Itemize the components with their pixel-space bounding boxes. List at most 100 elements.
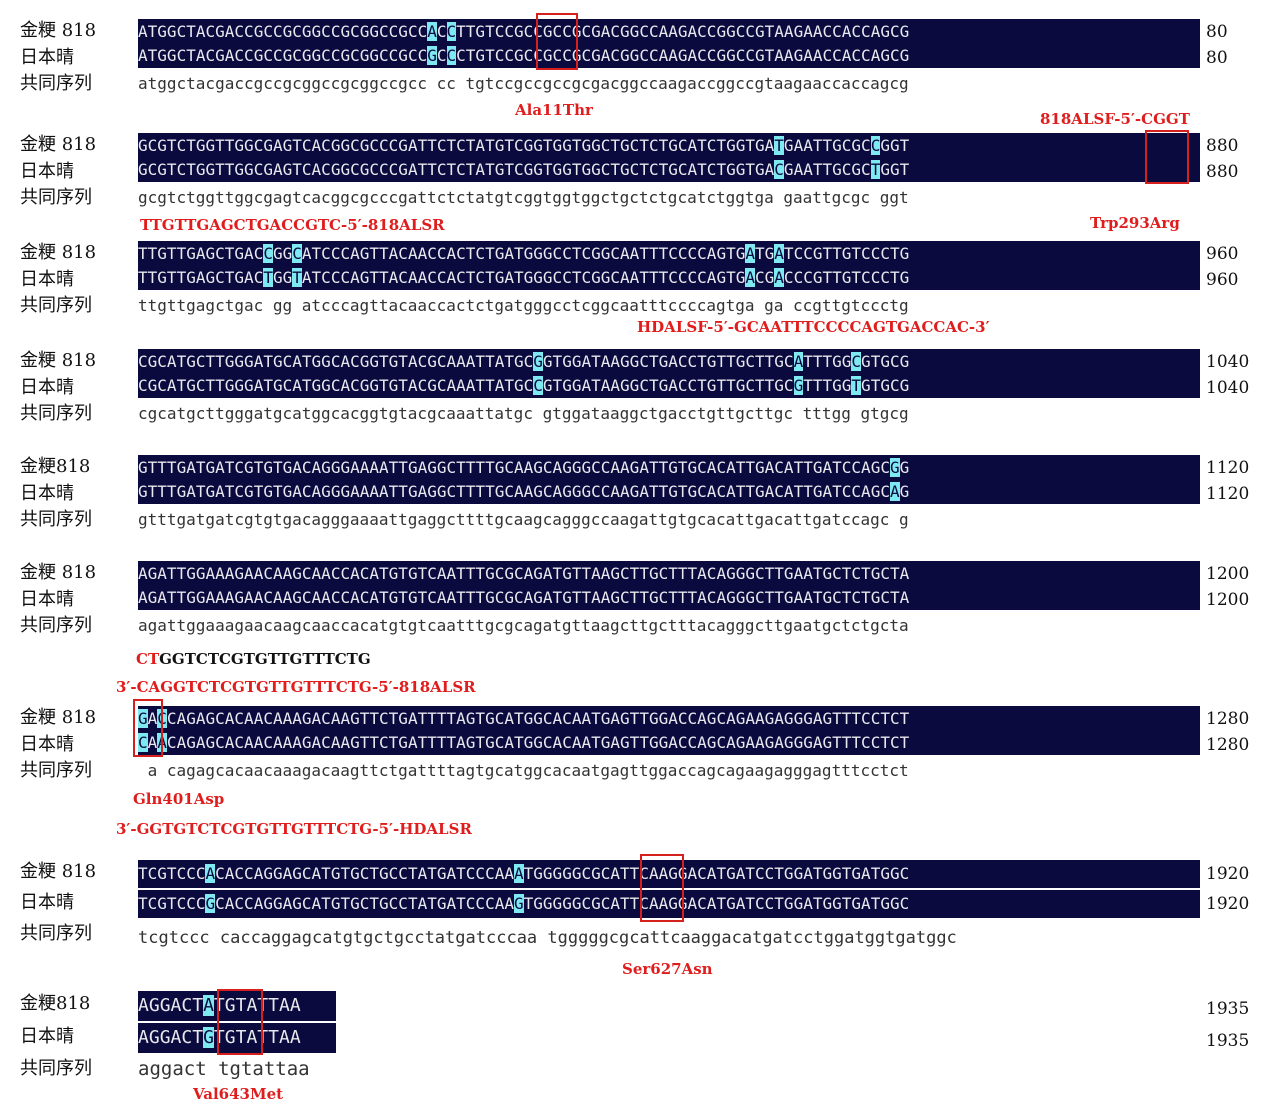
mismatch-base: A xyxy=(774,244,784,263)
consensus-sequence: cgcatgcttgggatgcatggcacggtgtacgcaaattatg… xyxy=(138,404,909,423)
sequence-jingeng: GACCAGAGCACAACAAAGACAAGTTCTGATTTTAGTGCAT… xyxy=(138,706,1200,731)
position-end: 80 xyxy=(1206,48,1228,68)
position-end: 1200 xyxy=(1206,564,1250,584)
sequence-nipponbare: CGCATGCTTGGGATGCATGGCACGGTGTACGCAAATTATG… xyxy=(138,373,1200,398)
sequence-jingeng: TCGTCCCACACCAGGAGCATGTGCTGCCTATGATCCCAAA… xyxy=(138,860,1200,888)
position-end: 960 xyxy=(1206,244,1239,264)
mismatch-base: C xyxy=(446,46,457,65)
mismatch-base: A xyxy=(745,268,755,287)
position-end: 1280 xyxy=(1206,709,1250,729)
position-end: 1280 xyxy=(1206,735,1250,755)
primer-ct-rest: GGTCTCGTGTTGTTTCTG xyxy=(159,650,371,668)
primer-hdalsr: 3′-GGTGTCTCGTGTTGTTTCTG-5′-HDALSR xyxy=(116,820,472,838)
label-consensus: 共同序列 xyxy=(20,403,92,424)
position-end: 1040 xyxy=(1206,378,1250,398)
primer-818alsf: 818ALSF-5′-CGGT xyxy=(1040,110,1190,128)
sequence-nipponbare: CAACAGAGCACAACAAAGACAAGTTCTGATTTTAGTGCAT… xyxy=(138,730,1200,755)
label-consensus: 共同序列 xyxy=(20,295,92,316)
label-jingeng: 金粳 818 xyxy=(20,861,97,882)
primer-818alsr: 3′-CAGGTCTCGTGTTGTTTCTG-5′-818ALSR xyxy=(116,678,476,696)
sequence-jingeng: TTGTTGAGCTGACCGGCATCCCAGTTACAACCACTCTGAT… xyxy=(138,241,1200,266)
annotation-ala11thr: Ala11Thr xyxy=(515,101,593,119)
label-nipponbare: 日本晴 xyxy=(20,892,74,913)
mismatch-base: T xyxy=(263,268,273,287)
consensus-sequence: ttgttgagctgac gg atcccagttacaaccactctgat… xyxy=(138,296,909,315)
sequence-jingeng: GTTTGATGATCGTGTGACAGGGAAAATTGAGGCTTTTGCA… xyxy=(138,455,1200,480)
mismatch-base: A xyxy=(427,22,437,41)
alignment-block-1: 金粳 818 日本晴 共同序列 ATGGCTACGACCGCCGCGGCCGCG… xyxy=(0,13,1268,119)
sequence-jingeng: ATGGCTACGACCGCCGCGGCCGCGGCCGCCACCTTGTCCG… xyxy=(138,19,1200,44)
mismatch-base: C xyxy=(138,733,148,752)
position-end: 1120 xyxy=(1206,484,1250,504)
position-end: 1920 xyxy=(1206,864,1250,884)
consensus-sequence: a cagagcacaacaaagacaagttctgattttagtgcatg… xyxy=(138,761,909,780)
alignment-block-6: 金粳 818 日本晴 共同序列 AGATTGGAAAGAACAAGCAACCAC… xyxy=(0,558,1268,653)
sequence-nipponbare: ATGGCTACGACCGCCGCGGCCGCGGCCGCCGCCCTGTCCG… xyxy=(138,43,1200,68)
mismatch-base: G xyxy=(427,46,437,65)
mismatch-base: A xyxy=(774,268,784,287)
sequence-nipponbare: TCGTCCCGCACCAGGAGCATGTGCTGCCTATGATCCCAAG… xyxy=(138,890,1200,918)
label-consensus: 共同序列 xyxy=(20,187,92,208)
label-nipponbare: 日本晴 xyxy=(20,47,74,68)
label-consensus: 共同序列 xyxy=(20,1058,92,1079)
consensus-sequence: atggctacgaccgccgcggccgcggccgcc cc tgtccg… xyxy=(138,74,909,93)
mismatch-base: T xyxy=(851,376,862,395)
sequence-jingeng: CGCATGCTTGGGATGCATGGCACGGTGTACGCAAATTATG… xyxy=(138,349,1200,374)
alignment-block-8: 金粳 818 日本晴 共同序列 TCGTCCCACACCAGGAGCATGTGC… xyxy=(0,854,1268,978)
sequence-jingeng: AGATTGGAAAGAACAAGCAACCACATGTGTCAATTTGCGC… xyxy=(138,561,1200,586)
label-jingeng: 金粳 818 xyxy=(20,242,97,263)
position-end: 1040 xyxy=(1206,352,1250,372)
mismatch-base: A xyxy=(203,995,214,1016)
label-nipponbare: 日本晴 xyxy=(20,377,74,398)
label-jingeng: 金粳 818 xyxy=(20,20,97,41)
mismatch-base: C xyxy=(292,244,302,263)
label-consensus: 共同序列 xyxy=(20,509,92,530)
label-nipponbare: 日本晴 xyxy=(20,1026,74,1047)
mutation-box-gln401asp xyxy=(133,699,163,757)
sequence-nipponbare: AGATTGGAAAGAACAAGCAACCACATGTGTCAATTTGCGC… xyxy=(138,585,1200,610)
label-consensus: 共同序列 xyxy=(20,615,92,636)
mismatch-base: G xyxy=(203,1027,214,1048)
alignment-block-5: 金粳818 日本晴 共同序列 GTTTGATGATCGTGTGACAGGGAAA… xyxy=(0,452,1268,547)
label-nipponbare: 日本晴 xyxy=(20,734,74,755)
label-consensus: 共同序列 xyxy=(20,923,92,944)
primer-hdalsf: HDALSF-5′-GCAATTTCCCCAGTGACCAC-3′ xyxy=(637,318,990,336)
position-end: 880 xyxy=(1206,136,1239,156)
mismatch-base: T xyxy=(292,268,302,287)
label-consensus: 共同序列 xyxy=(20,73,92,94)
mismatch-base: G xyxy=(793,376,804,395)
alignment-block-4: 金粳 818 日本晴 共同序列 CGCATGCTTGGGATGCATGGCACG… xyxy=(0,346,1268,441)
mismatch-base: A xyxy=(793,352,804,371)
mismatch-base: G xyxy=(138,709,148,728)
mismatch-base: A xyxy=(205,864,216,883)
mismatch-base: G xyxy=(889,458,900,477)
mutation-box-ser627asn xyxy=(640,854,684,922)
consensus-sequence: gtttgatgatcgtgtgacagggaaaattgaggcttttgca… xyxy=(138,510,909,529)
consensus-sequence: gcgtctggttggcgagtcacggcgcccgattctctatgtc… xyxy=(138,188,909,207)
mismatch-base: G xyxy=(533,352,543,371)
position-end: 1120 xyxy=(1206,458,1250,478)
mutation-box-ala11thr xyxy=(536,13,578,70)
sequence-nipponbare: AGGACTGTGTATTAA xyxy=(138,1023,336,1053)
primer-818alsr-reverse: TTGTTGAGCTGACCGTC-5′-818ALSR xyxy=(140,216,445,234)
label-jingeng: 金粳 818 xyxy=(20,134,97,155)
consensus-sequence: tcgtccc caccaggagcatgtgctgcctatgatcccaa … xyxy=(138,928,957,948)
mutation-box-val643met xyxy=(217,989,263,1055)
mismatch-base: T xyxy=(774,136,784,155)
position-end: 1920 xyxy=(1206,894,1250,914)
position-end: 880 xyxy=(1206,162,1239,182)
label-jingeng: 金粳818 xyxy=(20,993,91,1014)
sequence-jingeng: GCGTCTGGTTGGCGAGTCACGGCGCCCGATTCTCTATGTC… xyxy=(138,133,1200,158)
sequence-jingeng: AGGACTATGTATTAA xyxy=(138,991,336,1021)
mismatch-base: C xyxy=(263,244,273,263)
alignment-block-7: 金粳 818 日本晴 共同序列 GACCAGAGCACAACAAAGACAAGT… xyxy=(0,699,1268,808)
sequence-nipponbare: GCGTCTGGTTGGCGAGTCACGGCGCCCGATTCTCTATGTC… xyxy=(138,157,1200,182)
label-jingeng: 金粳 818 xyxy=(20,350,97,371)
mismatch-base: C xyxy=(533,376,543,395)
mismatch-base: C xyxy=(851,352,862,371)
position-end: 80 xyxy=(1206,22,1228,42)
sequence-nipponbare: TTGTTGAGCTGACTGGTATCCCAGTTACAACCACTCTGAT… xyxy=(138,265,1200,290)
primer-top-line: CTGGTCTCGTGTTGTTTCTG xyxy=(136,649,371,668)
mismatch-base: G xyxy=(205,894,216,913)
consensus-sequence: aggact tgtattaa xyxy=(138,1058,310,1080)
